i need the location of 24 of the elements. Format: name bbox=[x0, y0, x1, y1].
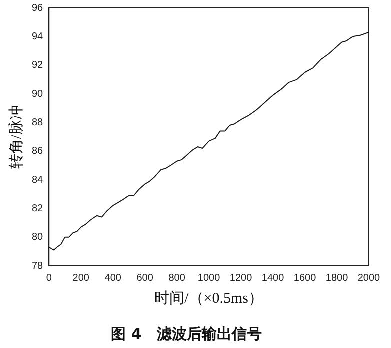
y-tick-label: 94 bbox=[32, 31, 44, 42]
x-axis-title: 时间/（×0.5ms） bbox=[154, 290, 264, 307]
y-tick-label: 78 bbox=[32, 260, 44, 272]
text: 图 4 滤波后输出信号 bbox=[111, 324, 262, 343]
x-tick-label: 1800 bbox=[326, 272, 349, 284]
x-tick-label: 1200 bbox=[230, 272, 253, 284]
y-tick-label: 92 bbox=[32, 60, 44, 72]
y-tick-label: 90 bbox=[32, 88, 44, 100]
x-tick-label: 2000 bbox=[358, 272, 381, 284]
x-tick-label: 1400 bbox=[262, 272, 285, 284]
y-tick-label: 84 bbox=[32, 174, 44, 186]
y-tick-label: 86 bbox=[32, 146, 44, 158]
x-tick-label: 0 bbox=[46, 272, 52, 284]
x-tick-label: 200 bbox=[72, 272, 90, 284]
x-tick-label: 1600 bbox=[294, 272, 317, 284]
y-tick-label: 82 bbox=[32, 203, 44, 214]
y-tick-label: 80 bbox=[32, 232, 44, 244]
x-tick-label: 800 bbox=[168, 272, 186, 284]
y-axis-title: 转角/脉冲 bbox=[8, 104, 25, 170]
x-tick-label: 1000 bbox=[198, 272, 221, 284]
y-tick-label: 96 bbox=[32, 2, 44, 14]
x-tick-label: 600 bbox=[136, 272, 154, 284]
y-tick-label: 88 bbox=[32, 117, 44, 128]
x-tick-label: 400 bbox=[104, 272, 122, 284]
